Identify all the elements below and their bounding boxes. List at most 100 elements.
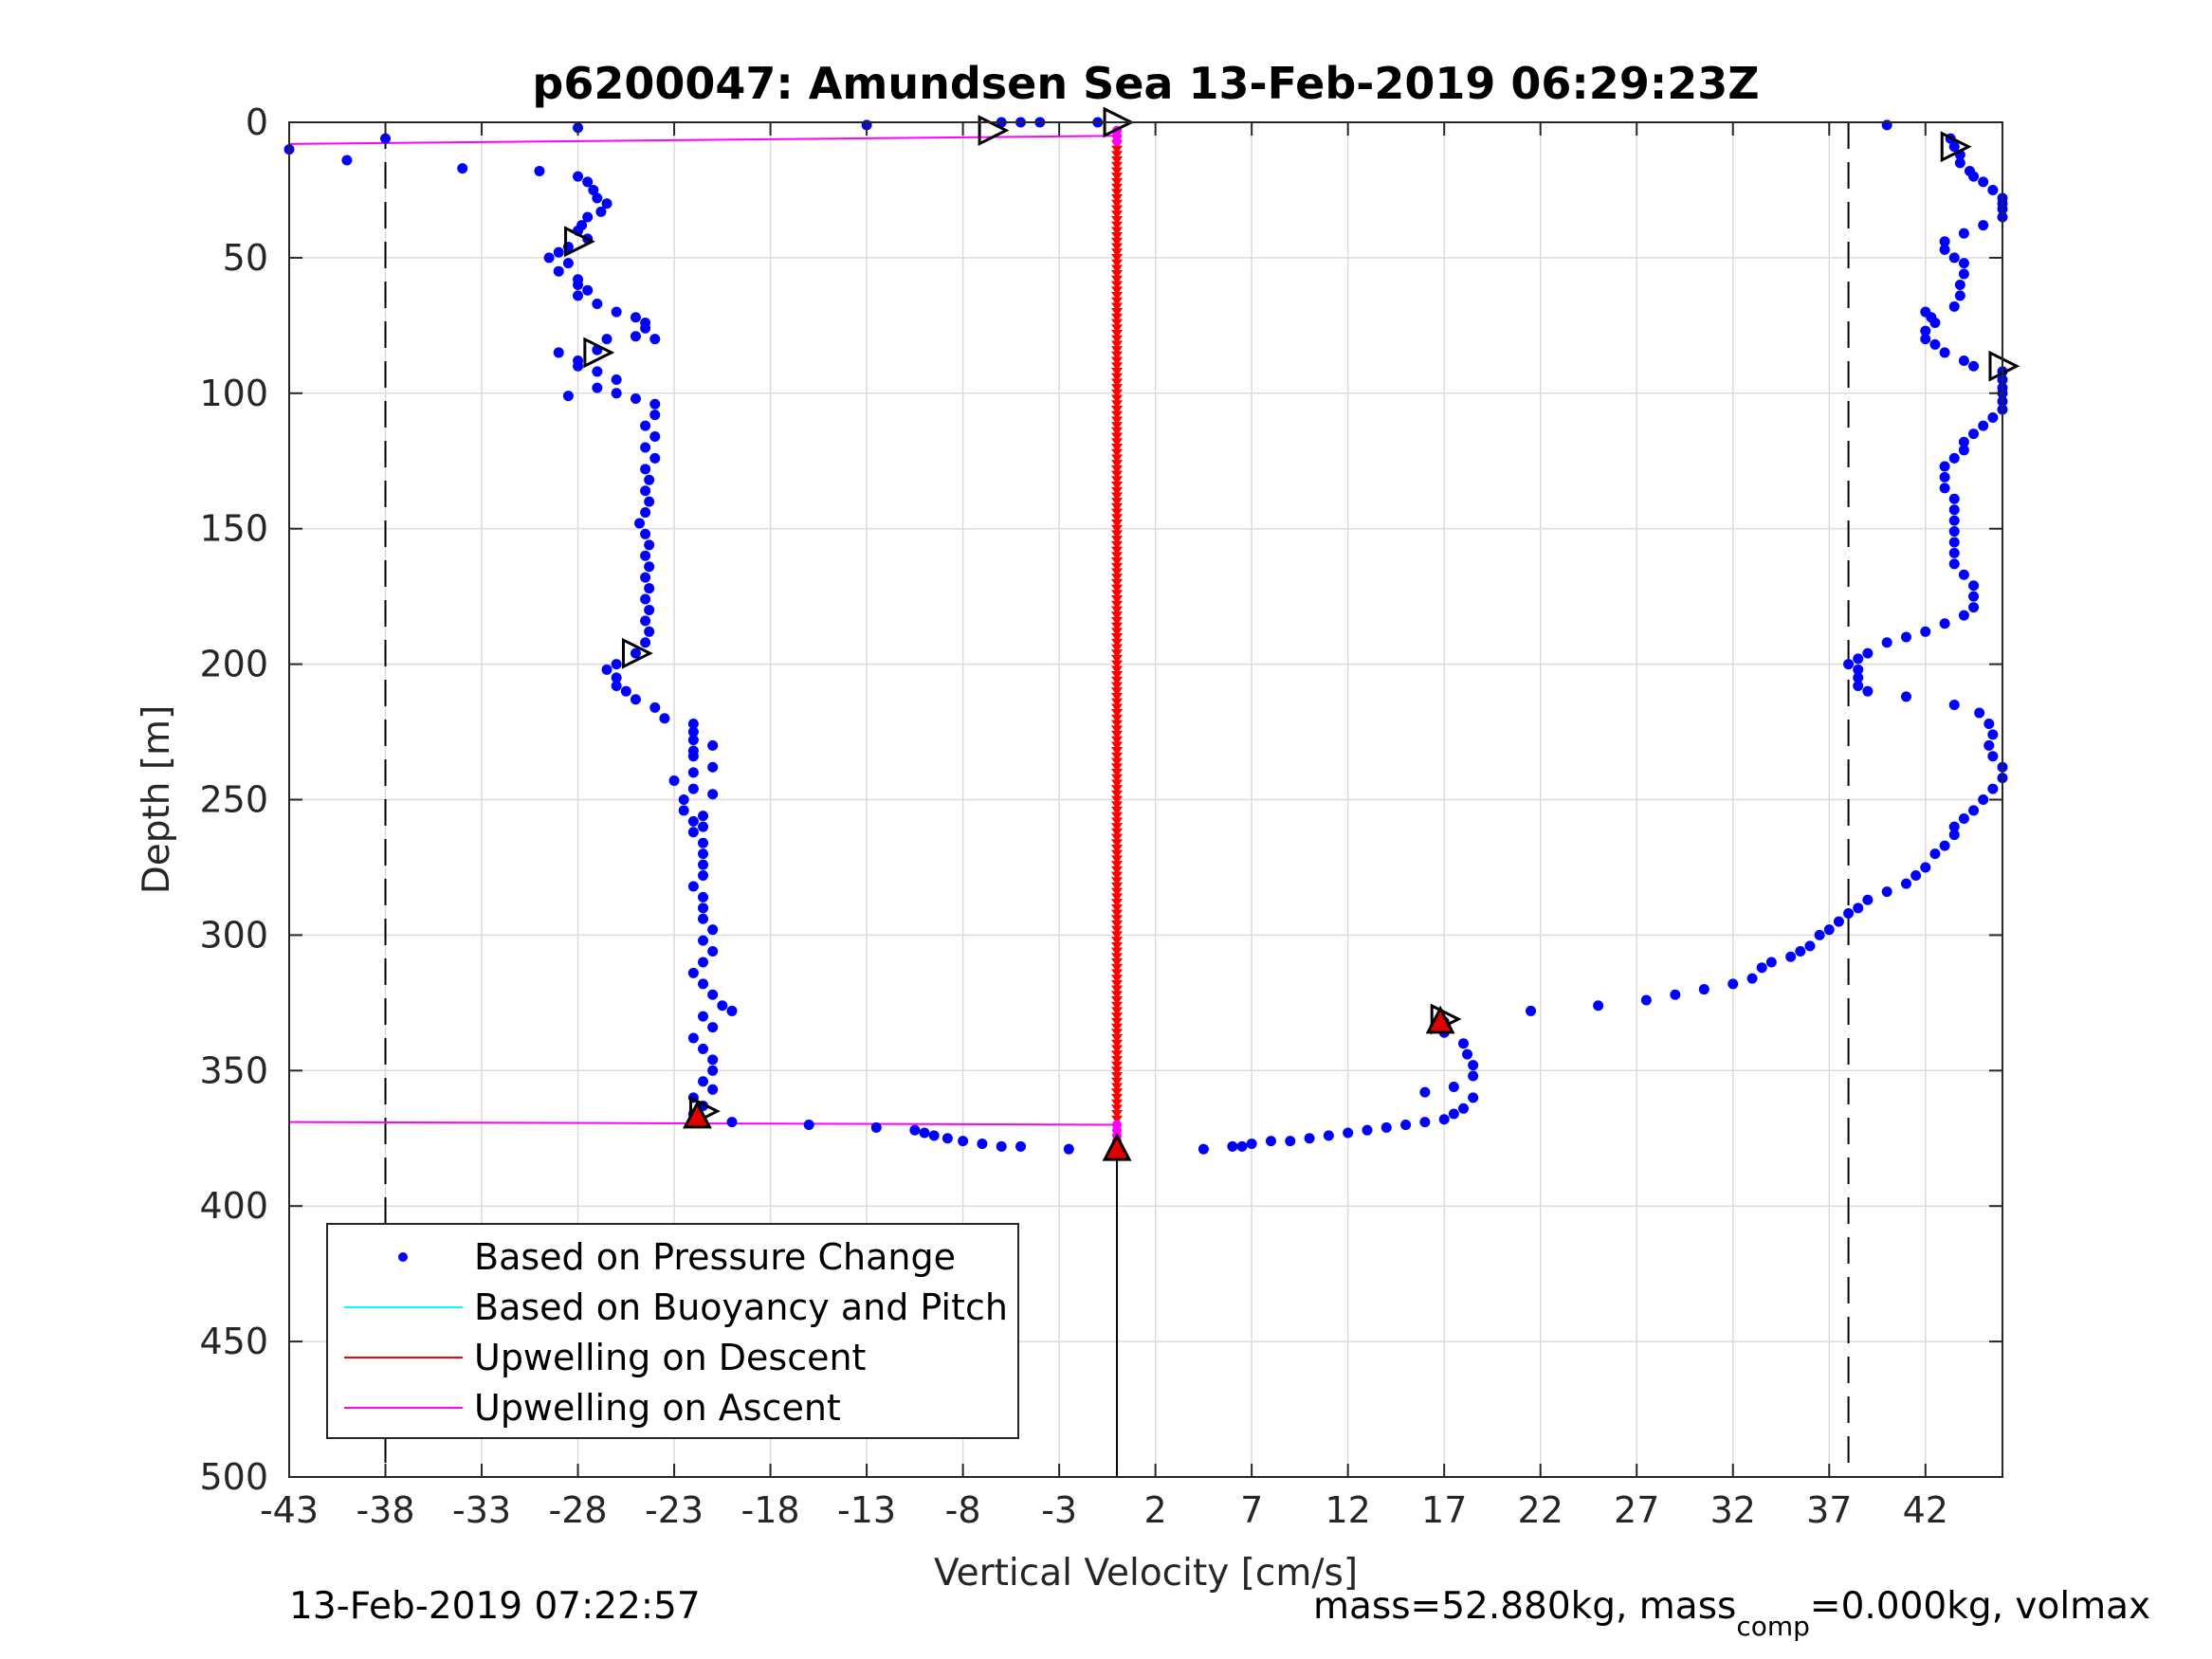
x-tick-label: 22 [1518,1489,1563,1531]
x-tick-label: 42 [1903,1489,1948,1531]
pressure-change-point [1448,1108,1459,1120]
pressure-change-point [1920,862,1931,873]
pressure-change-point [698,821,709,832]
pressure-change-point [717,1000,728,1012]
descent-upwelling-point [1111,975,1124,984]
pressure-change-point [928,1130,940,1141]
pressure-change-point [1862,685,1874,697]
descent-upwelling-point [1111,367,1124,376]
pressure-change-point [1948,537,1960,548]
y-tick-label: 50 [223,237,268,279]
descent-upwelling-point [1111,540,1124,550]
pressure-change-point [698,837,709,848]
descent-upwelling-point [1111,275,1124,284]
descent-upwelling-point [1111,1099,1124,1108]
pressure-change-point [1343,1127,1354,1139]
pressure-change-point [1978,794,1989,805]
descent-upwelling-point [1111,259,1124,268]
pressure-change-point [1265,1136,1276,1147]
pressure-change-point [640,322,651,334]
pressure-change-point [1823,924,1835,936]
x-tick-label: -3 [1041,1489,1077,1531]
descent-upwelling-point [1111,189,1124,198]
descent-upwelling-point [1111,530,1124,539]
pressure-change-point [592,366,603,377]
y-tick-label: 250 [199,779,268,821]
descent-upwelling-point [1111,536,1124,545]
x-tick-label: 37 [1806,1489,1852,1531]
descent-upwelling-point [1111,774,1124,783]
pressure-change-point [582,176,594,188]
descent-upwelling-point [1111,1055,1124,1065]
pressure-change-point [1939,471,1950,483]
pressure-change-point [553,265,564,277]
pressure-change-point [707,789,719,800]
pressure-change-point [977,1138,988,1149]
pressure-change-point [1978,420,1989,431]
x-tick-label: -13 [837,1489,896,1531]
pressure-change-point [534,165,545,176]
descent-upwelling-point [1111,177,1124,187]
pressure-change-point [1948,452,1960,464]
pressure-change-point [1983,739,1995,751]
y-tick-label: 450 [199,1321,268,1362]
pressure-change-point [1978,176,1989,188]
descent-upwelling-point [1111,578,1124,588]
pressure-change-point [707,1065,719,1076]
pressure-change-point [1958,569,1969,580]
pressure-change-point [941,1133,953,1144]
pressure-change-point [1958,610,1969,621]
descent-upwelling-point [1111,920,1124,929]
descent-upwelling-point [1111,736,1124,745]
triangle-marker-up [1102,1132,1132,1161]
pressure-change-point [1958,813,1969,825]
descent-upwelling-point [1111,963,1124,973]
descent-upwelling-point [1111,931,1124,940]
pressure-change-point [640,637,651,648]
pressure-change-point [1974,707,1985,719]
pressure-change-point [1939,618,1950,629]
footer-timestamp: 13-Feb-2019 07:22:57 [289,1585,701,1628]
descent-upwelling-point [1111,665,1124,675]
pressure-change-point [698,1076,709,1087]
x-tick-label: 7 [1240,1489,1263,1531]
pressure-change-point [1227,1140,1238,1152]
descent-upwelling-point [1111,1077,1124,1086]
pressure-change-point [659,713,670,724]
descent-upwelling-point [1111,649,1124,659]
descent-upwelling-point [1111,329,1124,338]
pressure-change-point [698,891,709,902]
pressure-change-point [1419,1086,1431,1098]
descent-upwelling-point [1111,502,1124,512]
pressure-change-point [644,561,655,573]
pressure-change-point [601,334,612,345]
pressure-change-point [687,767,699,778]
descent-upwelling-point [1111,606,1124,615]
descent-upwelling-point [1111,995,1124,1005]
descent-upwelling-point [1111,682,1124,691]
pressure-change-point [644,474,655,485]
descent-upwelling-point [1111,264,1124,274]
pressure-change-point [582,284,594,296]
x-tick-label: 27 [1614,1489,1659,1531]
pressure-change-point [698,1011,709,1022]
pressure-change-point [1939,347,1950,358]
pressure-change-point [707,924,719,936]
descent-upwelling-point [1111,308,1124,318]
descent-upwelling-point [1111,877,1124,886]
descent-upwelling-point [1111,698,1124,707]
pressure-change-point [1246,1138,1257,1149]
descent-upwelling-point [1111,1039,1124,1048]
pressure-change-point [1458,1103,1470,1114]
pressure-change-point [1853,680,1864,691]
pressure-change-point [1983,718,1995,729]
pressure-change-point [649,452,661,464]
descent-upwelling-point [1111,763,1124,773]
y-tick-label: 400 [199,1185,268,1227]
descent-upwelling-point [1111,519,1124,528]
descent-upwelling-point [1111,356,1124,366]
descent-upwelling-point [1111,660,1124,669]
descent-upwelling-point [1111,405,1124,414]
descent-upwelling-point [1111,492,1124,501]
pressure-change-point [649,431,661,443]
